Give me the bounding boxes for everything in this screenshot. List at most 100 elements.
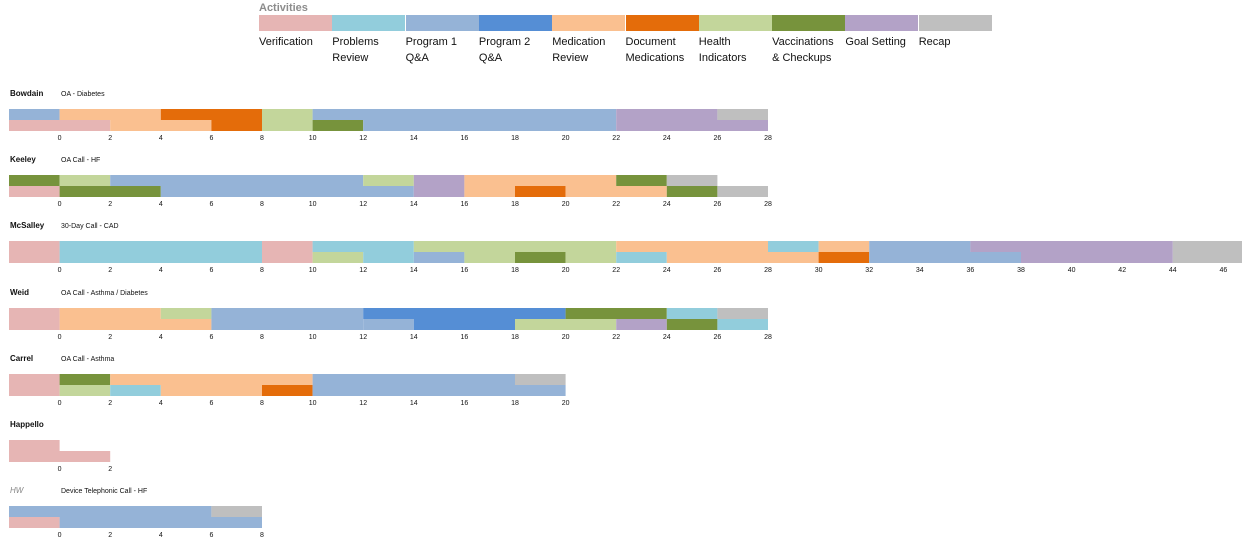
bar-medrev — [59, 319, 212, 330]
bar-p1 — [312, 109, 617, 120]
bar-docmed — [211, 120, 262, 131]
bar-medrev — [565, 186, 667, 197]
bar-p1 — [9, 109, 60, 120]
legend-label-goal: Goal Setting — [845, 36, 906, 48]
patient-name: McSalley — [10, 221, 45, 230]
tick-label: 40 — [1068, 267, 1076, 274]
tick-label: 18 — [511, 267, 519, 274]
legend-label-recap: Recap — [918, 36, 951, 48]
bar-p1 — [110, 175, 364, 186]
tick-label: 0 — [58, 201, 62, 208]
legend-label-p1: Program 1 Q&A — [405, 36, 457, 64]
tick-label: 42 — [1118, 267, 1126, 274]
tick-label: 2 — [108, 400, 112, 407]
bar-medrev — [110, 120, 212, 131]
tick-label: 8 — [260, 532, 264, 539]
tick-label: 28 — [764, 135, 772, 142]
tick-label: 14 — [410, 201, 418, 208]
bar-health — [515, 319, 617, 330]
bar-recap — [717, 186, 768, 197]
tick-label: 16 — [461, 267, 469, 274]
tick-label: 20 — [562, 201, 570, 208]
bar-verification — [262, 241, 313, 252]
bar-vacc — [666, 319, 718, 330]
call-type: OA - Diabetes — [61, 91, 105, 98]
bar-docmed — [160, 109, 262, 120]
bar-verification — [9, 120, 111, 131]
tick-label: 36 — [967, 267, 975, 274]
legend-swatch-health — [698, 15, 772, 31]
bar-p2 — [363, 308, 566, 319]
bar-p1 — [312, 385, 566, 396]
bar-docmed — [818, 252, 870, 263]
tick-label: 0 — [58, 135, 62, 142]
activities-legend: Activities Verification Problems Review Pr… — [0, 0, 1242, 70]
tick-label: 26 — [714, 334, 722, 341]
bar-problems — [312, 241, 414, 252]
bar-recap — [1172, 252, 1242, 263]
tick-label: 24 — [663, 201, 671, 208]
tick-label: 10 — [309, 135, 317, 142]
tick-label: 0 — [58, 466, 62, 473]
bar-vacc — [666, 186, 718, 197]
tick-label: 4 — [159, 334, 163, 341]
bar-vacc — [565, 308, 667, 319]
tick-label: 6 — [209, 201, 213, 208]
tick-label: 16 — [461, 400, 469, 407]
tick-label: 0 — [58, 267, 62, 274]
call-type: OA Call - HF — [61, 157, 100, 164]
bar-goal — [970, 241, 1173, 252]
tick-label: 4 — [159, 400, 163, 407]
legend-label-vacc: Vaccinations & Checkups — [772, 36, 834, 64]
bar-recap — [666, 175, 718, 186]
legend-title: Activities — [259, 2, 308, 14]
tick-label: 32 — [865, 267, 873, 274]
bar-problems — [363, 252, 414, 263]
tick-label: 22 — [612, 267, 620, 274]
tick-label: 6 — [209, 400, 213, 407]
bar-medrev — [666, 252, 819, 263]
bar-health — [160, 308, 212, 319]
legend-swatch-recap — [918, 15, 992, 31]
tick-label: 14 — [410, 135, 418, 142]
legend-swatch-problems — [332, 15, 406, 31]
legend-label-docmed: Document Medications — [625, 36, 685, 64]
bar-medrev — [110, 374, 313, 385]
call-type: Device Telephonic Call - HF — [61, 488, 147, 495]
tick-label: 16 — [461, 334, 469, 341]
tick-label: 28 — [764, 267, 772, 274]
bar-verification — [9, 440, 60, 451]
legend-label-problems: Problems Review — [332, 36, 379, 64]
tick-label: 8 — [260, 334, 264, 341]
tick-label: 2 — [108, 466, 112, 473]
bar-goal — [1021, 252, 1173, 263]
bar-verification — [9, 517, 60, 528]
bar-p1 — [413, 252, 465, 263]
tick-label: 20 — [562, 267, 570, 274]
bar-vacc — [312, 120, 364, 131]
tick-label: 12 — [359, 201, 367, 208]
patient-name: Weid — [10, 288, 29, 297]
bar-verification — [9, 241, 60, 252]
tick-label: 12 — [359, 400, 367, 407]
tick-label: 18 — [511, 400, 519, 407]
bar-goal — [616, 109, 718, 120]
bar-verification — [262, 252, 313, 263]
call-type: 30-Day Call - CAD — [61, 223, 119, 230]
tick-label: 2 — [108, 201, 112, 208]
bar-p1 — [312, 374, 515, 385]
tick-label: 38 — [1017, 267, 1025, 274]
bar-vacc — [616, 175, 667, 186]
bar-p2 — [413, 319, 515, 330]
bar-problems — [717, 319, 768, 330]
bar-p1 — [869, 252, 1021, 263]
bar-p1 — [869, 241, 971, 252]
tick-label: 4 — [159, 201, 163, 208]
bar-verification — [9, 385, 60, 396]
bar-p1 — [211, 319, 364, 330]
bar-docmed — [515, 186, 566, 197]
bar-verification — [9, 186, 60, 197]
tick-label: 18 — [511, 334, 519, 341]
legend-label-verification: Verification — [259, 36, 313, 48]
